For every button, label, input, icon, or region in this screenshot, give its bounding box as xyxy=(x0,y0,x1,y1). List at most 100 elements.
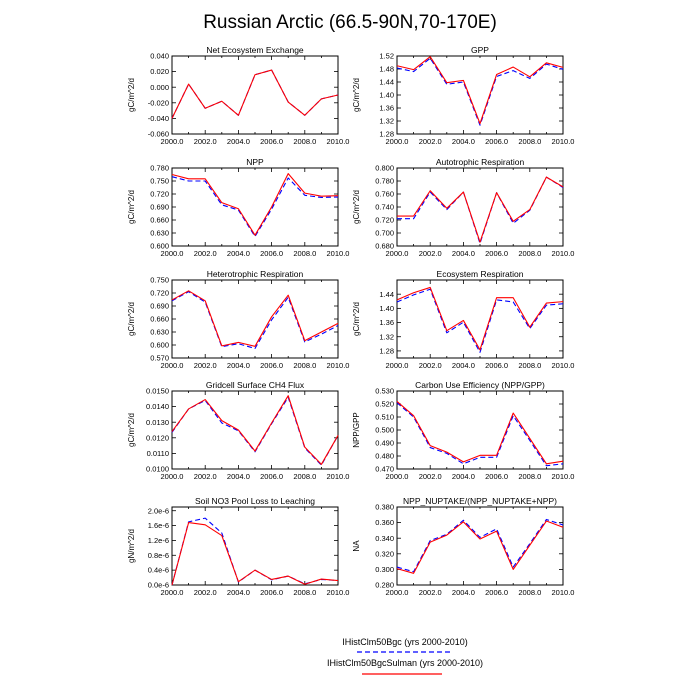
y-tick-label: 0.0110 xyxy=(147,449,169,458)
x-tick-label: 2006.0 xyxy=(485,249,508,258)
series-sulman-line xyxy=(396,400,564,465)
x-tick-label: 2008.0 xyxy=(518,588,541,597)
x-tick-label: 2006.0 xyxy=(485,137,508,146)
panel-title: Heterotrophic Respiration xyxy=(207,269,304,279)
x-tick-label: 2000.0 xyxy=(386,472,409,481)
x-tick-label: 2010.0 xyxy=(552,588,575,597)
y-tick-label: 1.36 xyxy=(379,104,394,113)
y-tick-label: 0.750 xyxy=(150,177,169,186)
x-tick-label: 2010.0 xyxy=(552,361,575,370)
y-axis-label: gC/m^2/d xyxy=(352,190,361,224)
series-bgc-line xyxy=(396,402,564,467)
x-tick-label: 2000.0 xyxy=(161,137,184,146)
panel-title: Ecosystem Respiration xyxy=(437,269,524,279)
y-tick-label: 1.44 xyxy=(379,78,394,87)
y-tick-label: 1.40 xyxy=(379,304,394,313)
y-tick-label: 0.700 xyxy=(375,229,394,238)
series-bgc-line xyxy=(171,291,339,350)
y-tick-label: 0.760 xyxy=(375,190,394,199)
x-tick-label: 2010.0 xyxy=(327,588,350,597)
y-tick-label: 0.800 xyxy=(375,164,394,173)
y-tick-label: 0.470 xyxy=(375,465,394,474)
y-tick-label: 0.740 xyxy=(375,203,394,212)
y-tick-label: 1.48 xyxy=(379,65,394,74)
panels: Net Ecosystem Exchange -0.060 -0.040 -0.020… xyxy=(127,45,574,597)
x-tick-label: 2008.0 xyxy=(518,361,541,370)
x-tick-label: 2010.0 xyxy=(552,249,575,258)
panel-9: Soil NO3 Pool Loss to Leaching 0.0e-6 0.4e… xyxy=(127,496,349,597)
series-bgc-line xyxy=(396,57,564,126)
x-tick-label: 2008.0 xyxy=(293,249,316,258)
panel-title: NPP_NUPTAKE/(NPP_NUPTAKE+NPP) xyxy=(403,496,557,506)
x-tick-label: 2004.0 xyxy=(227,361,250,370)
panel-title: GPP xyxy=(471,45,489,55)
plot-frame xyxy=(171,55,339,135)
panel-title: Gridcell Surface CH4 Flux xyxy=(206,380,305,390)
x-tick-label: 2004.0 xyxy=(227,137,250,146)
series-sulman-line xyxy=(397,176,564,243)
y-tick-label: 0.570 xyxy=(150,354,169,363)
x-tick-label: 2002.0 xyxy=(419,137,442,146)
x-tick-label: 2002.0 xyxy=(194,588,217,597)
series-sulman-line xyxy=(396,520,564,574)
y-tick-label: 0.0120 xyxy=(146,433,169,442)
x-tick-label: 2010.0 xyxy=(552,137,575,146)
y-tick-label: 0.600 xyxy=(150,242,169,251)
x-tick-label: 2000.0 xyxy=(161,588,184,597)
y-tick-label: 0.660 xyxy=(150,315,169,324)
y-tick-label: -0.040 xyxy=(148,114,169,123)
x-tick-label: 2008.0 xyxy=(518,472,541,481)
panel-1: Net Ecosystem Exchange -0.060 -0.040 -0.020… xyxy=(127,45,349,146)
panel-3: NPP 0.600 0.630 0.660 0.690 0.720 0.750 0.780 20… xyxy=(127,157,349,258)
x-tick-label: 2002.0 xyxy=(419,361,442,370)
x-tick-label: 2008.0 xyxy=(293,137,316,146)
y-tick-label: 0.600 xyxy=(150,341,169,350)
x-tick-label: 2002.0 xyxy=(194,361,217,370)
panel-title: Carbon Use Efficiency (NPP/GPP) xyxy=(415,380,545,390)
y-tick-label: 0.040 xyxy=(150,52,169,61)
y-tick-label: 0.490 xyxy=(375,439,394,448)
series-bgc-line xyxy=(171,69,339,119)
y-tick-label: 0.300 xyxy=(375,565,394,574)
y-tick-label: 1.32 xyxy=(379,117,394,126)
x-tick-label: 2004.0 xyxy=(452,588,475,597)
x-tick-label: 2000.0 xyxy=(161,361,184,370)
x-tick-label: 2004.0 xyxy=(452,361,475,370)
series-bgc-line xyxy=(171,176,339,238)
figure-title: Russian Arctic (66.5-90N,70-170E) xyxy=(203,12,497,33)
x-tick-label: 2004.0 xyxy=(452,472,475,481)
x-tick-label: 2000.0 xyxy=(386,361,409,370)
y-tick-label: 0.280 xyxy=(375,581,394,590)
series-bgc-line xyxy=(396,288,564,353)
y-axis-label: gC/m^2/d xyxy=(127,78,136,112)
x-tick-label: 2006.0 xyxy=(260,137,283,146)
panel-6: Ecosystem Respiration 1.28 1.32 1.36 1.40 1.4… xyxy=(352,269,574,370)
y-tick-label: 0.630 xyxy=(150,229,169,238)
x-tick-label: 2002.0 xyxy=(419,588,442,597)
x-tick-label: 2004.0 xyxy=(227,588,250,597)
series-sulman-line xyxy=(171,173,339,236)
panel-10: NPP_NUPTAKE/(NPP_NUPTAKE+NPP) 0.280 0.300 0… xyxy=(352,496,574,597)
x-tick-label: 2008.0 xyxy=(518,249,541,258)
panel-title: Soil NO3 Pool Loss to Leaching xyxy=(195,496,315,506)
x-tick-label: 2000.0 xyxy=(386,249,409,258)
y-tick-label: 0.720 xyxy=(375,216,394,225)
panel-2: GPP 1.28 1.32 1.36 1.40 1.44 1.48 1.52 2000.0 200… xyxy=(352,45,574,146)
series-bgc-line xyxy=(396,518,564,573)
x-tick-label: 2006.0 xyxy=(260,361,283,370)
y-tick-label: 0.000 xyxy=(150,83,169,92)
y-tick-label: 0.690 xyxy=(150,302,169,311)
plot-frame xyxy=(171,506,339,586)
series-sulman-line xyxy=(171,69,339,119)
y-tick-label: 0.680 xyxy=(375,242,394,251)
y-tick-label: 0.360 xyxy=(375,518,394,527)
series-sulman-line xyxy=(396,286,564,351)
series-sulman-line xyxy=(171,522,339,586)
x-tick-label: 2008.0 xyxy=(293,361,316,370)
panel-title: Net Ecosystem Exchange xyxy=(206,45,304,55)
x-tick-label: 2006.0 xyxy=(485,588,508,597)
y-tick-label: 1.52 xyxy=(379,52,394,61)
legend: IHistClm50Bgc (yrs 2000-2010) IHistClm50B… xyxy=(327,637,483,675)
y-tick-label: 0.660 xyxy=(150,216,169,225)
y-axis-label: gC/m^2/d xyxy=(127,413,136,447)
